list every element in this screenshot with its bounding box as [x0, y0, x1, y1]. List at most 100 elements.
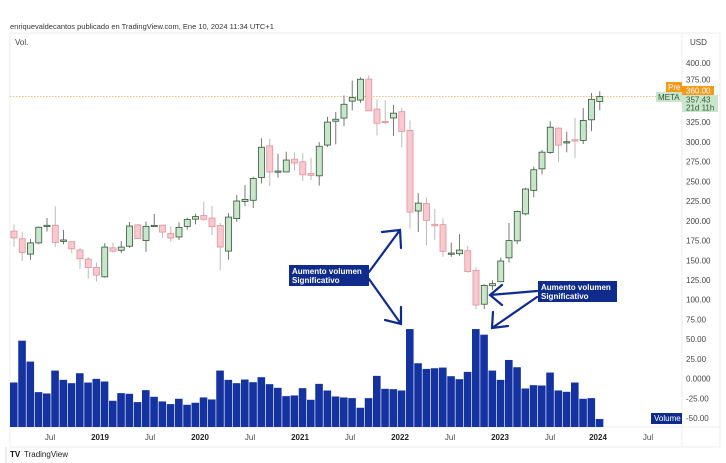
volume-bar — [290, 395, 299, 427]
candle-body — [464, 250, 472, 272]
volume-bar — [76, 373, 84, 427]
candle — [274, 153, 282, 178]
volume-bar — [274, 387, 282, 427]
candle-body — [357, 78, 364, 101]
volume-bar — [175, 398, 183, 427]
volume-bar — [183, 404, 191, 427]
volume-bar — [100, 381, 109, 427]
volume-bar — [562, 391, 571, 427]
candle-body — [233, 200, 241, 219]
candle — [398, 107, 406, 148]
candle-body — [192, 216, 199, 220]
price-tick-label: 125.00 — [686, 276, 711, 285]
price-tick-label: 400.00 — [686, 59, 711, 68]
price-tick-label: 150.00 — [686, 256, 711, 265]
candle — [183, 217, 191, 230]
currency-box[interactable] — [684, 35, 716, 49]
candle — [117, 241, 125, 253]
last-price: 357.43 — [686, 96, 711, 105]
candle-body — [258, 146, 265, 178]
volume-bar — [158, 401, 167, 427]
volume-bar — [480, 334, 488, 427]
annotation-2[interactable]: Aumento volumen Significativo — [488, 281, 617, 330]
volume-bar — [439, 367, 447, 427]
volume-bar — [463, 371, 472, 427]
price-tick-label: 375.00 — [686, 76, 711, 85]
candle-body — [126, 225, 133, 247]
candle — [439, 218, 447, 257]
candle-body — [101, 246, 109, 278]
candle-body — [51, 224, 59, 243]
candle-body — [216, 225, 224, 248]
candle — [472, 267, 480, 310]
candle — [93, 262, 100, 282]
candle-body — [68, 241, 76, 250]
annotation-1-line2: Significativo — [292, 276, 340, 285]
volume-bar — [43, 393, 51, 427]
candle — [109, 242, 117, 253]
volume-bar — [249, 382, 257, 427]
candle-body — [134, 224, 142, 239]
volume-bar — [364, 398, 373, 427]
candle — [10, 224, 18, 247]
volume-bar — [92, 378, 101, 427]
volume-bar — [216, 370, 224, 427]
candle — [43, 217, 51, 232]
price-tick-label: 325.00 — [686, 118, 711, 127]
candle — [546, 121, 554, 154]
candle — [249, 176, 257, 209]
pre-label: Pre — [668, 83, 681, 92]
candle-body — [522, 188, 529, 215]
candle-body — [439, 224, 447, 252]
pre-badge: Pre 360.00 — [666, 82, 714, 96]
annotation-1[interactable]: Aumento volumen Significativo — [289, 228, 403, 326]
price-tick-label: 100.00 — [686, 296, 711, 305]
volume-bar — [340, 397, 348, 427]
price-tick-label: 75.00 — [686, 315, 707, 324]
candle — [233, 194, 241, 222]
volume-bar — [241, 379, 249, 427]
candle-body — [291, 158, 298, 164]
candle — [159, 224, 166, 238]
candle — [357, 77, 364, 103]
countdown: 21d 11h — [686, 104, 714, 113]
volume-bar — [51, 370, 59, 427]
annotation-2-line1: Aumento volumen — [541, 283, 611, 292]
volume-bar — [389, 389, 398, 427]
candle — [76, 247, 84, 269]
candle — [150, 213, 158, 227]
arrow-icon — [488, 283, 539, 330]
candle-body — [571, 139, 579, 142]
time-tick-label: Jul — [145, 433, 155, 442]
time-tick-label: Jul — [345, 433, 355, 442]
volume-bar — [26, 361, 35, 427]
candle — [505, 223, 513, 263]
price-axis[interactable]: 400.00 375.00 325.00 300.00 275.00 250.00 225.… — [686, 59, 711, 423]
tradingview-logo-icon: TV — [10, 450, 21, 459]
time-axis[interactable]: Jul 2019 Jul 2020 Jul 2021 Jul 2022 Jul 2023 Jul 20… — [45, 433, 653, 442]
candle-body — [274, 170, 282, 173]
volume-bar — [521, 388, 530, 427]
candle-body — [35, 226, 43, 244]
volume-bar — [587, 398, 596, 427]
candle — [225, 213, 232, 260]
candle — [60, 230, 67, 245]
volume-bar — [117, 393, 125, 427]
candle-body — [513, 211, 521, 242]
candle-body — [447, 252, 455, 255]
volume-bar — [315, 383, 323, 427]
symbol-label: META — [658, 93, 680, 102]
price-tick-label: 300.00 — [686, 138, 711, 147]
candle-body — [266, 145, 274, 173]
volume-bar — [472, 329, 480, 427]
volume-bar — [10, 382, 18, 427]
candle-body — [348, 97, 356, 102]
candle-body — [117, 246, 125, 251]
candle — [200, 201, 208, 221]
volume-bar — [199, 397, 208, 427]
footer-brand[interactable]: TradingView — [24, 450, 68, 459]
time-tick-label: 2021 — [291, 433, 309, 442]
candle — [596, 91, 604, 111]
last-price-badge: META 357.43 21d 11h — [656, 92, 718, 113]
